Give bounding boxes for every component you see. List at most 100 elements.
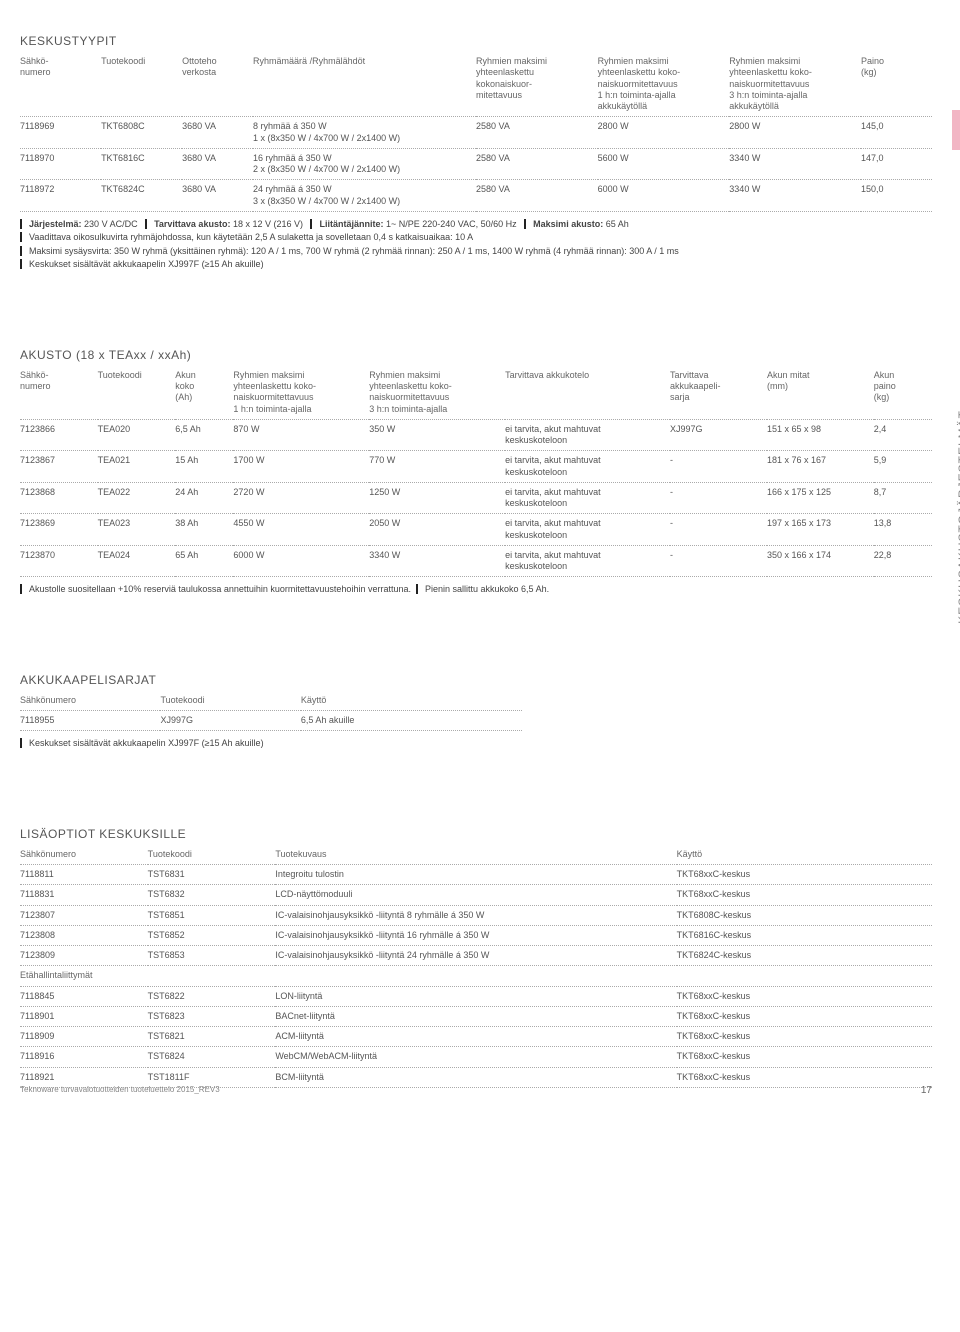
cell: 770 W <box>369 451 505 483</box>
cell: ei tarvita, akut mahtuvatkeskuskoteloon <box>505 514 670 546</box>
cell: TST6823 <box>148 1006 276 1026</box>
note-line: Vaadittava oikosulkuvirta ryhmäjohdossa,… <box>29 232 473 242</box>
note-line: Keskukset sisältävät akkukaapelin XJ997F… <box>29 738 264 748</box>
akkukaapeli-title: AKKUKAAPELISARJAT <box>20 673 932 687</box>
cell: - <box>670 514 767 546</box>
note-line: Pienin sallittu akkukoko 6,5 Ah. <box>425 584 549 594</box>
cell: 1700 W <box>233 451 369 483</box>
col-header: Ryhmien maksimiyhteenlaskettu koko-naisk… <box>598 52 730 117</box>
col-header: Sähkö-numero <box>20 366 98 420</box>
cell: IC-valaisinohjausyksikkö -liityntä 24 ry… <box>275 946 676 966</box>
cell: 2580 VA <box>476 180 598 212</box>
cell: 5,9 <box>874 451 932 483</box>
cell: 147,0 <box>861 148 932 180</box>
footer-text: Teknoware turvavalotuotteiden tuoteluett… <box>20 1085 220 1096</box>
cell: TST6822 <box>148 986 276 1006</box>
col-header: Ryhmien maksimiyhteenlaskettu koko-naisk… <box>729 52 861 117</box>
table-row: 7118972TKT6824C3680 VA24 ryhmää á 350 W3… <box>20 180 932 212</box>
cell: 2580 VA <box>476 117 598 149</box>
cell: 2580 VA <box>476 148 598 180</box>
cell: TST6821 <box>148 1027 276 1047</box>
col-header: Sähkönumero <box>20 691 160 711</box>
lisaoptiot-title: LISÄOPTIOT KESKUKSILLE <box>20 827 932 841</box>
cell: TST6832 <box>148 885 276 905</box>
cell: LON-liityntä <box>275 986 676 1006</box>
table-row: 7123866TEA0206,5 Ah870 W350 Wei tarvita,… <box>20 419 932 451</box>
cell: 3680 VA <box>182 180 253 212</box>
akusto-title: AKUSTO (18 x TEAxx / xxAh) <box>20 348 932 362</box>
cell: 3340 W <box>369 545 505 577</box>
cell: 7118901 <box>20 1006 148 1026</box>
cell: 7118969 <box>20 117 101 149</box>
cell: TKT6824C-keskus <box>677 946 932 966</box>
cell: TEA021 <box>98 451 176 483</box>
page-number: 17 <box>921 1085 932 1096</box>
cell: TEA022 <box>98 482 176 514</box>
cell: ACM-liityntä <box>275 1027 676 1047</box>
cell: TST6851 <box>148 905 276 925</box>
col-header: Tuotekoodi <box>148 845 276 865</box>
col-header: Tuotekoodi <box>98 366 176 420</box>
table-row: 7118845TST6822LON-liityntäTKT68xxC-kesku… <box>20 986 932 1006</box>
cell: 65 Ah <box>175 545 233 577</box>
note-line: Maksimi sysäysvirta: 350 W ryhmä (yksitt… <box>29 246 679 256</box>
col-header: Ryhmien maksimiyhteenlaskettu koko-naisk… <box>369 366 505 420</box>
cell: TKT68xxC-keskus <box>677 1027 932 1047</box>
side-tab: KESKUSAKUSTOJÄRJESTELMÄT <box>934 110 960 410</box>
cell: 6000 W <box>598 180 730 212</box>
cell: 3680 VA <box>182 148 253 180</box>
cell: 166 x 175 x 125 <box>767 482 874 514</box>
col-header: Käyttö <box>301 691 522 711</box>
cell: ei tarvita, akut mahtuvatkeskuskoteloon <box>505 419 670 451</box>
cell: 7123807 <box>20 905 148 925</box>
cell: 7123870 <box>20 545 98 577</box>
col-header: Tuotekoodi <box>101 52 182 117</box>
cell: 13,8 <box>874 514 932 546</box>
cell: 7118909 <box>20 1027 148 1047</box>
cell: 7118845 <box>20 986 148 1006</box>
cell: 2800 W <box>729 117 861 149</box>
cell: 22,8 <box>874 545 932 577</box>
cell: 15 Ah <box>175 451 233 483</box>
cell: 38 Ah <box>175 514 233 546</box>
cell: - <box>670 482 767 514</box>
col-header: Akunkoko(Ah) <box>175 366 233 420</box>
cell: 24 Ah <box>175 482 233 514</box>
table-row: 7118970TKT6816C3680 VA16 ryhmää á 350 W2… <box>20 148 932 180</box>
cell: - <box>670 451 767 483</box>
col-header: Tuotekuvaus <box>275 845 676 865</box>
col-header: Ryhmien maksimiyhteenlaskettukokonaiskuo… <box>476 52 598 117</box>
cell: TKT68xxC-keskus <box>677 1047 932 1067</box>
cell: XJ997G <box>160 711 300 731</box>
cell: 7118970 <box>20 148 101 180</box>
cell: 350 x 166 x 174 <box>767 545 874 577</box>
cell: TEA023 <box>98 514 176 546</box>
table-row: 7123808TST6852IC-valaisinohjausyksikkö -… <box>20 925 932 945</box>
cell: TKT68xxC-keskus <box>677 986 932 1006</box>
cell: 7118831 <box>20 885 148 905</box>
akkukaapeli-table: SähkönumeroTuotekoodiKäyttö 7118955XJ997… <box>20 691 522 732</box>
table-row: 7123807TST6851IC-valaisinohjausyksikkö -… <box>20 905 932 925</box>
table-row: 7123869TEA02338 Ah4550 W2050 Wei tarvita… <box>20 514 932 546</box>
table-row: 7118901TST6823BACnet-liityntäTKT68xxC-ke… <box>20 1006 932 1026</box>
cell: 7123808 <box>20 925 148 945</box>
cell: 8 ryhmää á 350 W1 x (8x350 W / 4x700 W /… <box>253 117 476 149</box>
col-header: Ryhmien maksimiyhteenlaskettu koko-naisk… <box>233 366 369 420</box>
col-header: Ryhmämäärä /Ryhmälähdöt <box>253 52 476 117</box>
col-header: Ottotehoverkosta <box>182 52 253 117</box>
col-header: Käyttö <box>677 845 932 865</box>
cell: 870 W <box>233 419 369 451</box>
cell: 350 W <box>369 419 505 451</box>
cell: 3340 W <box>729 148 861 180</box>
akusto-note: Akustolle suositellaan +10% reserviä tau… <box>20 583 932 597</box>
cell: TKT6808C-keskus <box>677 905 932 925</box>
cell: ei tarvita, akut mahtuvatkeskuskoteloon <box>505 482 670 514</box>
cell: 7123866 <box>20 419 98 451</box>
cell: IC-valaisinohjausyksikkö -liityntä 8 ryh… <box>275 905 676 925</box>
cell: 3680 VA <box>182 117 253 149</box>
cell: 2720 W <box>233 482 369 514</box>
cell: 151 x 65 x 98 <box>767 419 874 451</box>
col-header: Tuotekoodi <box>160 691 300 711</box>
col-header: Sähkö-numero <box>20 52 101 117</box>
cell: TEA024 <box>98 545 176 577</box>
